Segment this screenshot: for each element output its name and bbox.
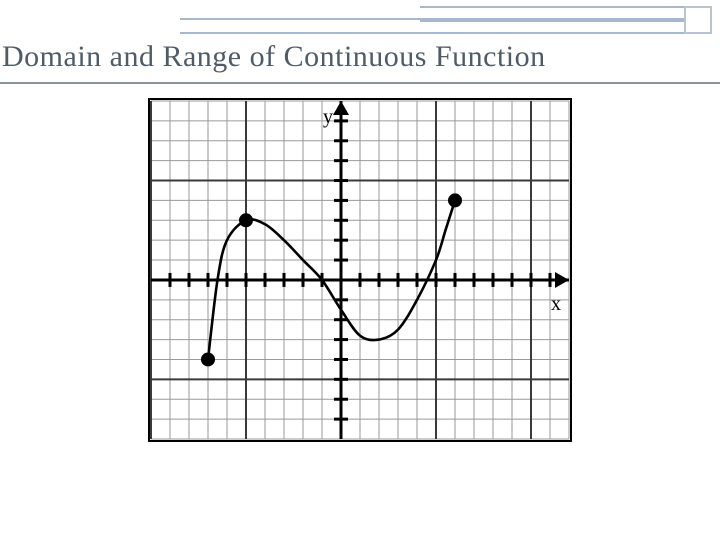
svg-text:x: x	[551, 293, 561, 315]
decorative-top-band	[0, 0, 720, 44]
graph-container: yx	[0, 95, 720, 450]
svg-text:y: y	[323, 106, 333, 128]
slide-root: Domain and Range of Continuous Function …	[0, 0, 720, 540]
title-underline	[0, 82, 720, 84]
function-graph: yx	[145, 95, 575, 445]
page-title: Domain and Range of Continuous Function	[2, 40, 710, 74]
top-right-box	[684, 6, 712, 34]
top-stripe-2	[180, 18, 686, 34]
